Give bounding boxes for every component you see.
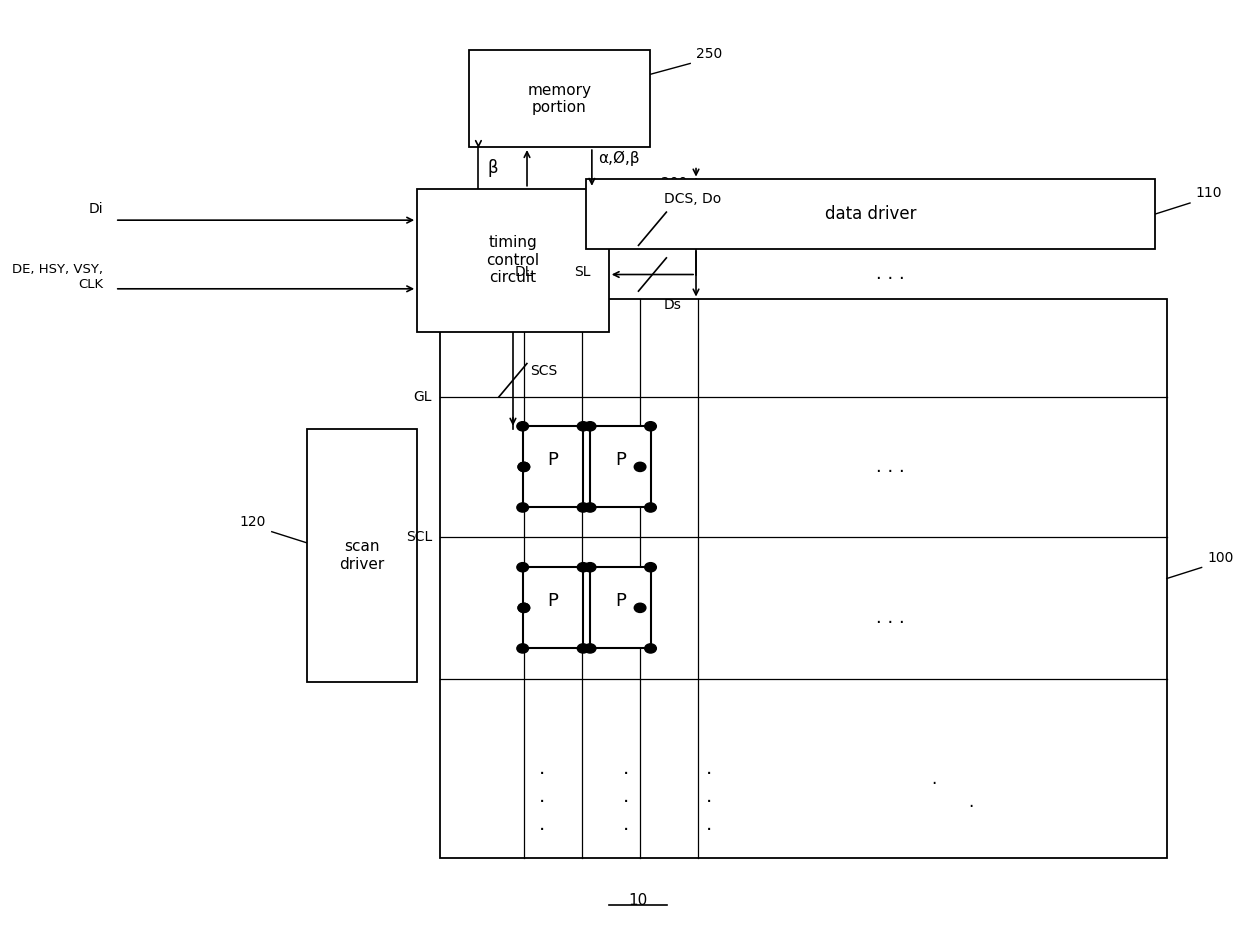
Text: .: . — [622, 815, 629, 833]
Text: . . .: . . . — [877, 609, 905, 627]
Text: 110: 110 — [1195, 186, 1223, 200]
Circle shape — [578, 422, 589, 431]
Circle shape — [518, 603, 529, 613]
Circle shape — [584, 562, 596, 572]
Circle shape — [578, 503, 589, 512]
Text: timing
control
circuit: timing control circuit — [486, 236, 539, 285]
Text: P: P — [615, 452, 626, 469]
Bar — [470, 50, 650, 147]
Bar — [590, 426, 651, 507]
Text: .: . — [706, 787, 712, 805]
Text: SCL: SCL — [405, 530, 433, 544]
Text: 100: 100 — [1208, 551, 1234, 565]
Text: 250: 250 — [696, 47, 722, 61]
Text: .: . — [931, 771, 937, 789]
Circle shape — [645, 562, 656, 572]
Circle shape — [645, 503, 656, 512]
Circle shape — [584, 644, 596, 653]
Circle shape — [518, 463, 529, 471]
Bar — [590, 567, 651, 648]
Text: 200: 200 — [661, 176, 687, 190]
Circle shape — [645, 644, 656, 653]
Text: .: . — [539, 787, 546, 805]
Text: .: . — [968, 793, 973, 811]
Bar — [440, 300, 1167, 857]
Text: β: β — [487, 159, 498, 177]
Bar — [306, 428, 417, 682]
Circle shape — [635, 463, 646, 471]
Text: .: . — [706, 759, 712, 777]
Text: scan
driver: scan driver — [340, 539, 384, 572]
Bar — [523, 426, 583, 507]
Text: GL: GL — [414, 390, 433, 404]
Text: SCS: SCS — [531, 364, 558, 378]
Text: Di: Di — [88, 201, 103, 216]
Circle shape — [518, 603, 529, 613]
Text: .: . — [539, 815, 546, 833]
Circle shape — [578, 644, 589, 653]
Text: P: P — [548, 592, 558, 611]
Text: memory
portion: memory portion — [527, 83, 591, 115]
Circle shape — [517, 422, 528, 431]
Circle shape — [635, 603, 646, 613]
Circle shape — [517, 503, 528, 512]
Text: . . .: . . . — [877, 264, 905, 283]
Circle shape — [517, 644, 528, 653]
Text: Ds: Ds — [665, 298, 682, 312]
Text: 120: 120 — [239, 515, 265, 529]
Text: 10: 10 — [629, 894, 647, 909]
Text: .: . — [706, 815, 712, 833]
Bar — [585, 180, 1156, 249]
Text: . . .: . . . — [877, 458, 905, 476]
Text: .: . — [622, 759, 629, 777]
Circle shape — [584, 422, 596, 431]
Text: α,Ø,β: α,Ø,β — [598, 151, 640, 167]
Circle shape — [517, 562, 528, 572]
Bar — [417, 189, 609, 331]
Text: P: P — [548, 452, 558, 469]
Text: P: P — [615, 592, 626, 611]
Circle shape — [578, 562, 589, 572]
Circle shape — [518, 463, 529, 471]
Text: DE, HSY, VSY,
CLK: DE, HSY, VSY, CLK — [12, 263, 103, 291]
Text: data driver: data driver — [825, 205, 916, 223]
Text: .: . — [622, 787, 629, 805]
Text: SL: SL — [574, 265, 590, 279]
Text: DCS, Do: DCS, Do — [665, 192, 722, 206]
Circle shape — [584, 503, 596, 512]
Text: .: . — [539, 759, 546, 777]
Bar — [523, 567, 583, 648]
Text: DL: DL — [515, 265, 533, 279]
Circle shape — [645, 422, 656, 431]
